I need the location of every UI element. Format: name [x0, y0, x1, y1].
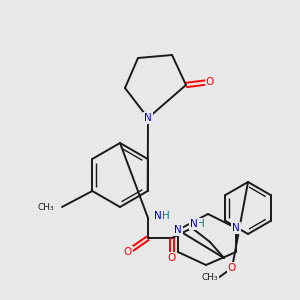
Text: CH₃: CH₃ [202, 274, 218, 283]
Text: CH₃: CH₃ [38, 202, 54, 211]
Text: N: N [190, 219, 198, 229]
Text: N: N [144, 113, 152, 123]
Text: H: H [197, 219, 205, 229]
Text: N: N [154, 211, 162, 221]
Text: N: N [174, 225, 182, 235]
Text: O: O [124, 247, 132, 257]
Text: O: O [206, 77, 214, 87]
Text: H: H [162, 211, 170, 221]
Text: O: O [228, 263, 236, 273]
Text: O: O [168, 253, 176, 263]
Text: N: N [232, 223, 240, 233]
